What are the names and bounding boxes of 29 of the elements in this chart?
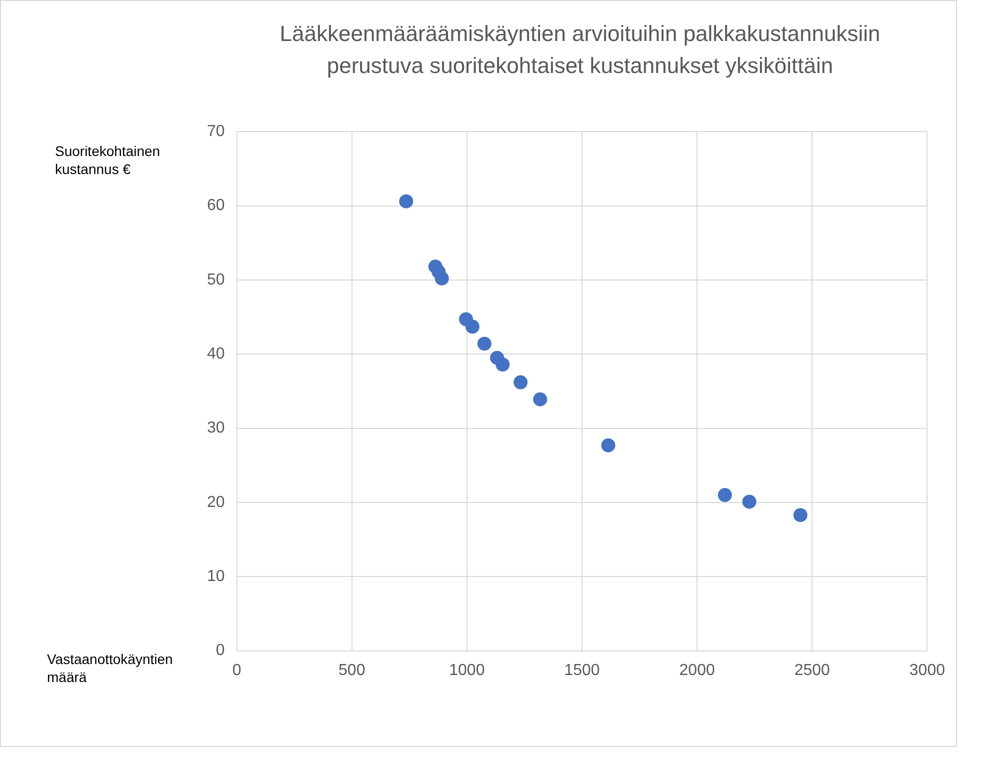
x-tick-label: 3000 [909,662,946,679]
y-tick-label: 20 [207,494,225,511]
y-tick-label: 50 [207,271,225,288]
x-axis-title: Vastaanottokäyntien määrä [47,650,173,686]
point [496,358,510,372]
point [533,392,548,406]
y-tick-label: 30 [207,420,225,437]
x-tick-label: 500 [338,662,366,679]
x-tick-label: 1500 [564,662,600,679]
x-tick-label: 2000 [679,662,715,679]
point [601,438,616,452]
y-axis-title: Suoritekohtainen kustannus € [55,142,160,178]
y-tick-label: 70 [207,123,225,140]
point [742,494,756,509]
point [514,375,528,390]
y-tick-label: 60 [207,197,225,214]
point [434,271,449,286]
point [465,320,480,334]
point [399,194,414,208]
point [477,336,492,351]
point [793,508,808,522]
point [718,488,732,502]
y-tick-label: 40 [207,346,225,363]
x-tick-label: 1000 [449,662,485,679]
x-tick-label: 0 [232,662,242,679]
y-tick-label: 0 [216,642,225,660]
x-tick-label: 2500 [794,662,830,679]
y-tick-label: 10 [207,568,225,586]
chart-title: Lääkkeenmääräämiskäyntien arvioituihin palkkakustannuksiin perustuva suoritekohtaiset kustannukset yksiköittäin [278,20,882,80]
